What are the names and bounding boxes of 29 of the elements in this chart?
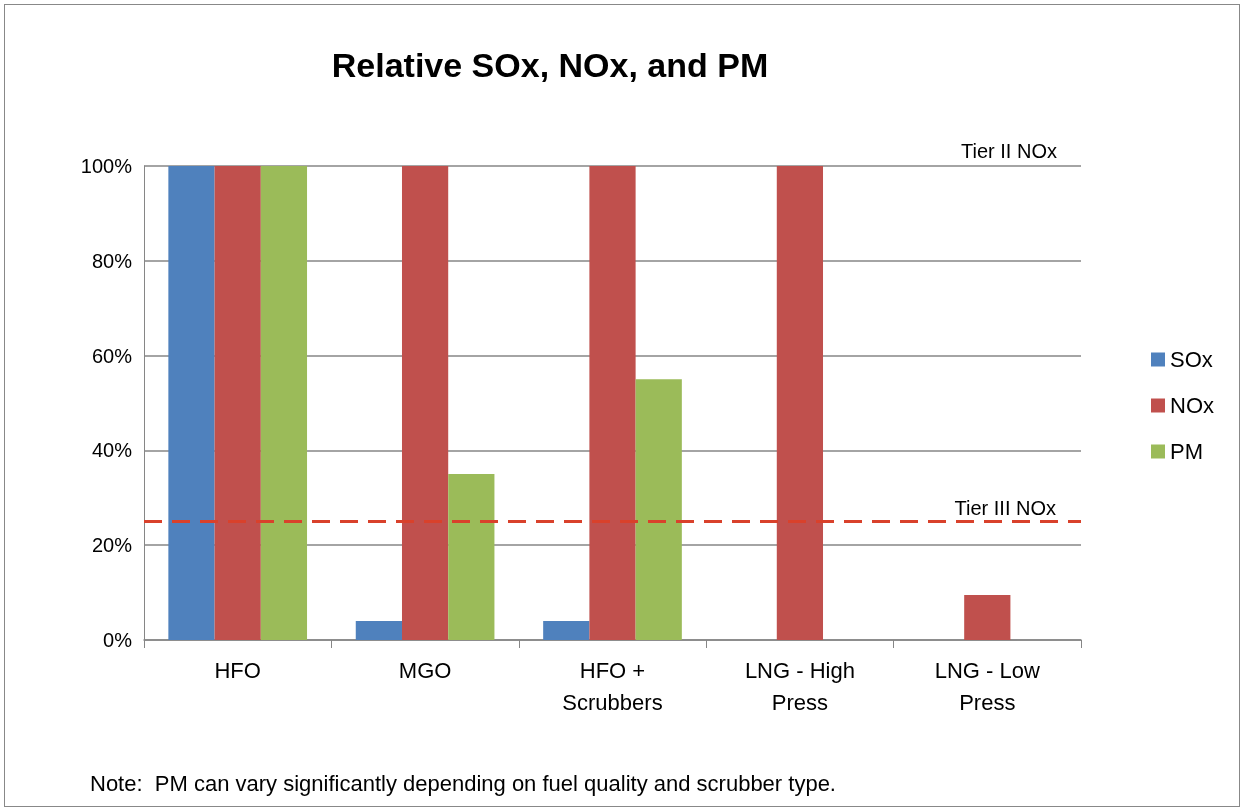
bar [635,379,682,640]
ref-line-label: Tier III NOx [954,496,1056,519]
y-tick-label: 40% [91,439,133,462]
legend-label: SOx [1170,347,1213,372]
bar [401,166,449,640]
bar [543,621,590,640]
bar [168,166,215,640]
legend-label: PM [1170,439,1203,464]
bar [589,166,636,640]
y-tick-label: 80% [91,249,133,272]
bar [355,621,402,640]
y-tick-label: 0% [103,629,133,651]
x-tick-label: LNG - High Press [744,657,855,715]
x-tick-label: MGO [398,657,452,683]
legend-label: NOx [1170,393,1214,418]
bar [448,474,495,640]
bar [260,166,308,640]
y-tick-label: 60% [91,344,133,367]
text: Tier II NOx [961,140,1057,162]
text: Note: PM can vary significantly depending on fuel quality and scrubber type. [90,770,836,796]
x-tick-label: HFO [214,657,261,683]
y-tick-label: 100% [80,155,133,177]
bar [776,166,824,640]
y-tick-label: 20% [91,534,133,557]
x-tick-label: HFO + Scrubbers [562,657,663,715]
x-tick-label: LNG - Low Press [934,657,1040,715]
chart-title: Relative SOx, NOx, and PM [331,46,769,84]
bar [964,594,1011,640]
bar [214,166,261,640]
